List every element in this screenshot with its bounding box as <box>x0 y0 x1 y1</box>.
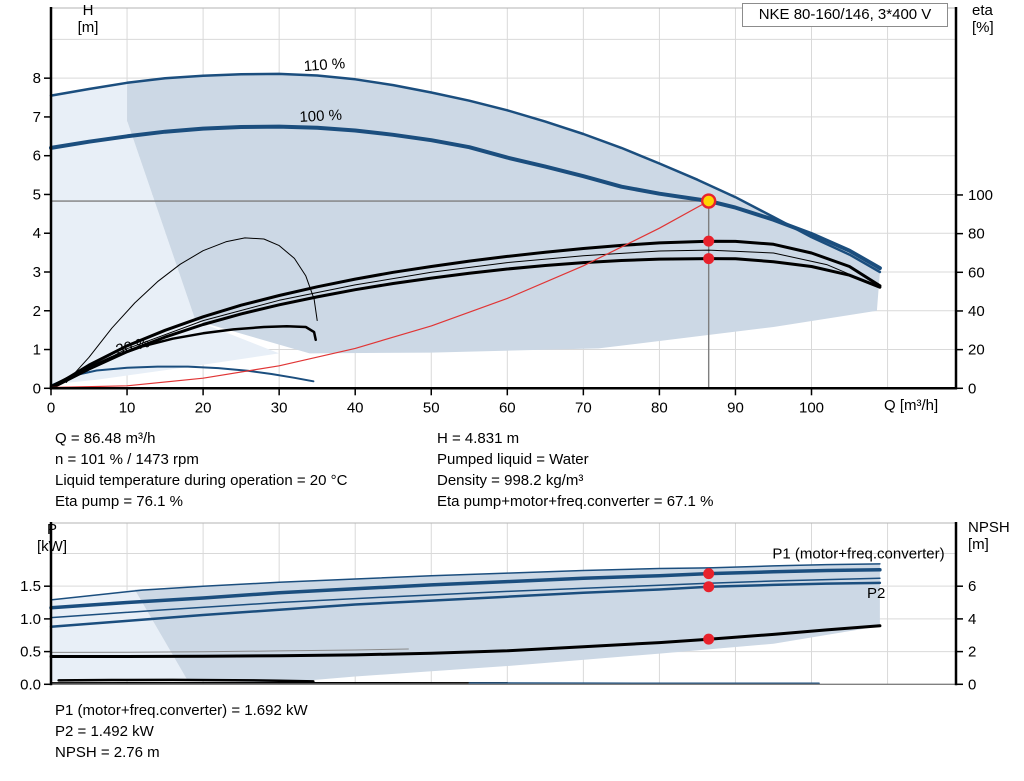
axis-h-symbol: H <box>82 2 94 19</box>
system-curve <box>50 200 710 389</box>
npsh-curve <box>49 624 882 658</box>
p1-curve-label: P1 (motor+freq.converter) <box>772 546 944 563</box>
hq-tick-label-x: 80 <box>651 399 668 416</box>
head-curve-110pct <box>49 72 882 274</box>
operating-band-main <box>127 73 880 354</box>
head-curve-30pct <box>50 365 315 387</box>
power-tick-label-left: 0.5 <box>20 644 41 661</box>
speed-label-100: 100 % <box>299 107 342 126</box>
hq-tick-label-x: 40 <box>347 399 364 416</box>
npsh-thin-curve <box>50 648 409 653</box>
left-axis-title-head: H [m] <box>64 2 112 36</box>
hq-tick-label-left: 6 <box>33 148 41 165</box>
info-speed: n = 101 % / 1473 rpm <box>55 451 199 468</box>
p2-curve-110pct <box>50 577 881 619</box>
hq-tick-label-left: 4 <box>33 225 41 242</box>
hq-tick-label-right: 40 <box>968 303 985 320</box>
info-density: Density = 998.2 kg/m³ <box>437 472 584 489</box>
hq-tick-label-x: 30 <box>271 399 288 416</box>
info-p2: P2 = 1.492 kW <box>55 723 154 740</box>
eta-total-curve <box>49 257 882 390</box>
hq-tick-label-x: 60 <box>499 399 516 416</box>
info-liquid-temperature: Liquid temperature during operation = 20… <box>55 472 348 489</box>
left-axis-title-power: P [kW] <box>24 521 80 555</box>
power-info-block: P1 (motor+freq.converter) = 1.692 kW P2 … <box>55 700 308 763</box>
p2-curve-30pct <box>57 678 315 683</box>
power-tick-label-right: 0 <box>968 676 976 693</box>
axis-eta-unit: [%] <box>972 19 994 36</box>
p1-curve-110pct <box>50 563 881 601</box>
info-eta-total: Eta pump+motor+freq.converter = 67.1 % <box>437 493 714 510</box>
right-axis-title-eta: eta [%] <box>964 2 1020 36</box>
eta-arc-thin <box>65 237 318 383</box>
p2-curve-label: P2 <box>867 585 885 602</box>
duty-info-left: Q = 86.48 m³/h n = 101 % / 1473 rpm Liqu… <box>55 428 347 512</box>
hq-tick-label-x: 0 <box>47 399 55 416</box>
axis-eta-symbol: eta <box>972 2 993 19</box>
axis-p-unit: [kW] <box>37 538 67 555</box>
hq-tick-label-x: 70 <box>575 399 592 416</box>
p1-point <box>703 568 715 580</box>
axis-npsh-symbol: NPSH <box>968 519 1010 536</box>
npsh-point <box>703 633 715 645</box>
power-band-light <box>51 589 188 681</box>
axis-h-unit: [m] <box>77 19 99 36</box>
info-pumped-liquid: Pumped liquid = Water <box>437 451 589 468</box>
hq-tick-label-left: 3 <box>33 264 41 281</box>
hq-tick-label-right: 0 <box>968 380 976 397</box>
info-eta-pump: Eta pump = 76.1 % <box>55 493 183 510</box>
hq-tick-label-left: 1 <box>33 342 41 359</box>
speed-label-110: 110 % <box>303 55 346 75</box>
power-band-main <box>134 563 880 683</box>
hq-tick-label-right: 80 <box>968 226 985 243</box>
hq-tick-label-left: 5 <box>33 186 41 203</box>
power-tick-label-right: 6 <box>968 578 976 595</box>
eta-mid-curve <box>49 325 317 388</box>
hq-tick-label-left: 8 <box>33 70 41 87</box>
right-axis-title-npsh: NPSH [m] <box>964 519 1024 553</box>
p2-point <box>703 581 715 593</box>
p2-curve-100pct <box>49 581 882 628</box>
hq-tick-label-x: 10 <box>119 399 136 416</box>
hq-tick-label-left: 7 <box>33 109 41 126</box>
hq-tick-label-x: 20 <box>195 399 212 416</box>
eta-total-point <box>703 253 715 265</box>
eta-pump-point <box>703 235 715 247</box>
duty-point[interactable] <box>700 193 717 209</box>
hq-tick-label-x: 100 <box>799 399 824 416</box>
hq-tick-label-right: 60 <box>968 264 985 281</box>
hq-tick-label-left: 2 <box>33 303 41 320</box>
axis-npsh-unit: [m] <box>968 536 989 553</box>
operating-band-light <box>51 82 280 385</box>
hq-tick-label-left: 0 <box>33 380 41 397</box>
x-axis-title-flow: Q [m³/h] <box>884 397 939 414</box>
hq-tick-label-x: 90 <box>727 399 744 416</box>
hq-tick-label-right: 20 <box>968 342 985 359</box>
duty-info-right: H = 4.831 m Pumped liquid = Water Densit… <box>437 428 713 512</box>
power-tick-label-left: 0.0 <box>20 676 41 693</box>
eta-pump-curve <box>49 239 882 390</box>
hq-tick-label-x: 50 <box>423 399 440 416</box>
axis-p-symbol: P <box>46 521 57 538</box>
info-npsh: NPSH = 2.76 m <box>55 744 160 761</box>
info-head: H = 4.831 m <box>437 430 520 447</box>
info-p1: P1 (motor+freq.converter) = 1.692 kW <box>55 702 308 719</box>
head-curve-100pct <box>49 124 882 271</box>
p1-curve-100pct <box>49 568 882 610</box>
eta-thin-curve <box>50 249 873 389</box>
hq-tick-label-right: 100 <box>968 187 993 204</box>
power-tick-label-right: 4 <box>968 611 976 628</box>
pump-title-box: NKE 80-160/146, 3*400 V <box>742 3 948 27</box>
power-tick-label-left: 1.0 <box>20 611 41 628</box>
info-flow: Q = 86.48 m³/h <box>55 430 156 447</box>
power-tick-label-left: 1.5 <box>20 578 41 595</box>
power-tick-label-right: 2 <box>968 644 976 661</box>
